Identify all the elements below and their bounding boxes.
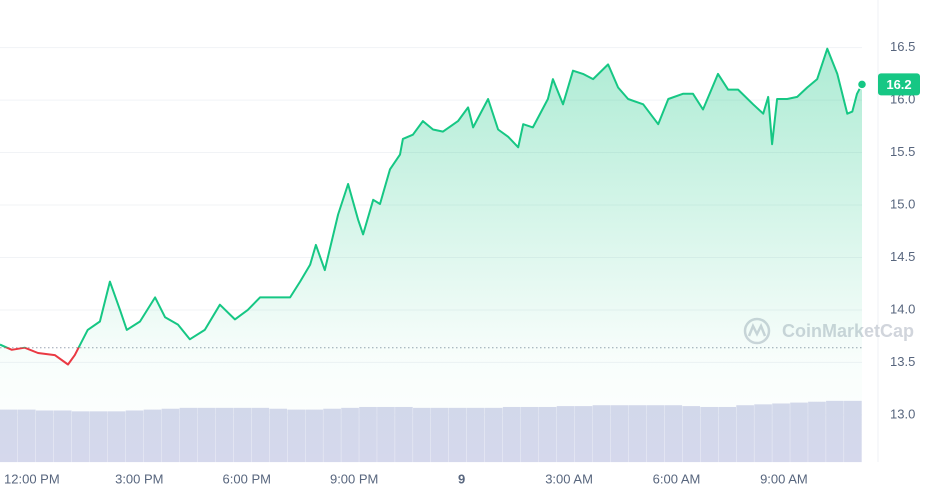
x-tick-label: 3:00 AM (545, 471, 593, 486)
y-tick-label: 14.5 (890, 249, 915, 264)
last-point (856, 79, 868, 90)
x-tick-label: 9 (458, 471, 465, 486)
x-tick-label: 6:00 PM (223, 471, 271, 486)
price-badge (878, 73, 920, 96)
price-badge-label: 16.2 (886, 77, 911, 92)
x-tick-label: 3:00 PM (115, 471, 163, 486)
x-tick-label: 6:00 AM (653, 471, 701, 486)
y-tick-label: 16.5 (890, 39, 915, 54)
x-tick-label: 12:00 PM (4, 471, 60, 486)
x-tick-label: 9:00 PM (330, 471, 378, 486)
price-line (0, 47, 863, 366)
price-area (0, 48, 862, 463)
y-tick-label: 15.0 (890, 196, 915, 211)
y-tick-label: 13.0 (890, 406, 915, 421)
x-tick-label: 9:00 AM (760, 471, 808, 486)
y-tick-label: 15.5 (890, 144, 915, 159)
y-tick-label: 14.0 (890, 301, 915, 316)
y-tick-label: 13.5 (890, 354, 915, 369)
